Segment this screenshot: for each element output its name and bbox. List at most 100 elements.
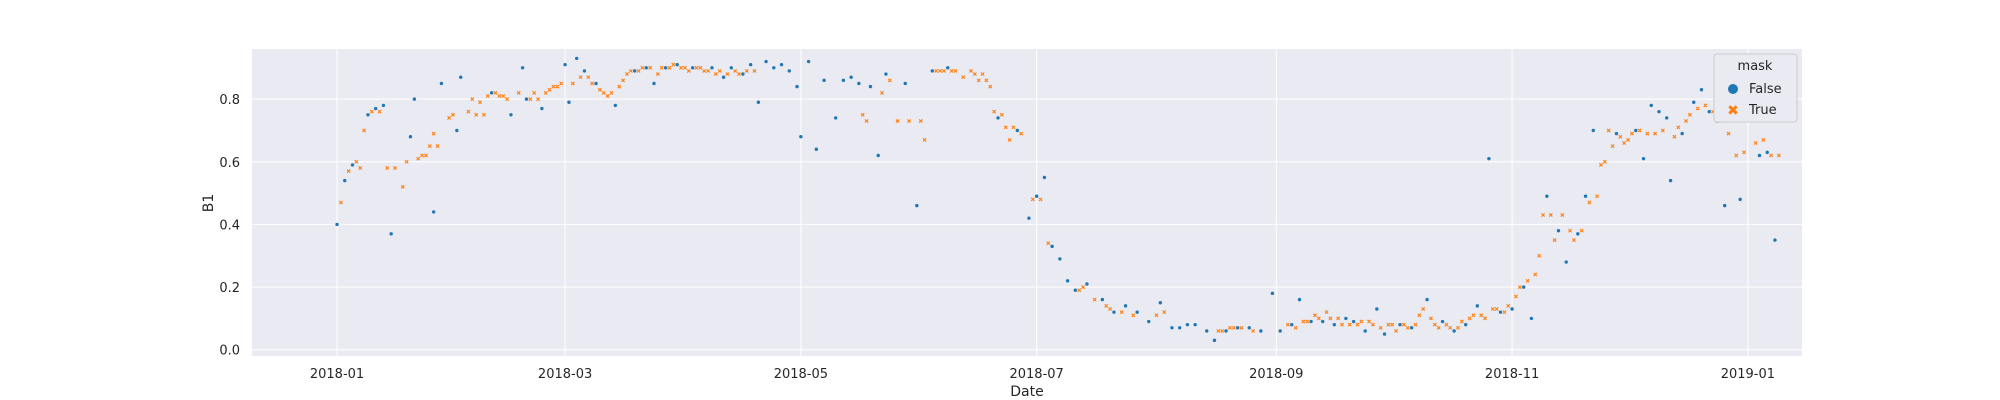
legend-box bbox=[1713, 53, 1798, 123]
data-point-true bbox=[744, 68, 749, 73]
data-point-true bbox=[1119, 310, 1124, 315]
data-point-false bbox=[574, 56, 579, 61]
data-point-true bbox=[1316, 316, 1321, 321]
data-point-true bbox=[679, 65, 684, 70]
x-tick-label: 2018-11 bbox=[1485, 367, 1539, 382]
data-point-false bbox=[1707, 109, 1711, 114]
data-point-false bbox=[1583, 194, 1588, 198]
data-point-true bbox=[938, 68, 943, 73]
data-point-true bbox=[671, 62, 676, 67]
data-point-false bbox=[350, 163, 355, 167]
data-point-true bbox=[1490, 307, 1495, 311]
data-point-false bbox=[1224, 329, 1228, 333]
data-point-false bbox=[915, 203, 919, 208]
data-point-true bbox=[648, 65, 653, 70]
data-point-false bbox=[1034, 194, 1039, 198]
data-point-false bbox=[412, 97, 417, 101]
data-point-true bbox=[1684, 119, 1689, 124]
data-point-false bbox=[520, 66, 525, 70]
data-point-true bbox=[536, 97, 541, 102]
data-point-true bbox=[516, 90, 521, 95]
data-point-true bbox=[1231, 325, 1236, 330]
data-point-true bbox=[659, 65, 664, 70]
data-point-true bbox=[1502, 310, 1507, 315]
data-point-true bbox=[621, 78, 626, 83]
data-point-true bbox=[485, 94, 490, 98]
data-point-false bbox=[996, 116, 1000, 120]
data-point-false bbox=[1212, 338, 1217, 343]
data-point-false bbox=[1177, 326, 1182, 330]
data-point-false bbox=[1042, 175, 1047, 180]
data-point-false bbox=[1440, 319, 1445, 324]
data-point-true bbox=[725, 72, 730, 77]
data-point-false bbox=[1278, 329, 1282, 333]
data-point-true bbox=[706, 68, 711, 73]
data-point-true bbox=[1587, 200, 1592, 205]
data-point-true bbox=[470, 97, 475, 102]
data-point-true bbox=[427, 144, 432, 149]
data-point-true bbox=[1525, 278, 1530, 283]
data-point-true bbox=[1405, 325, 1410, 330]
data-point-true bbox=[1370, 322, 1375, 327]
data-point-true bbox=[698, 65, 703, 70]
data-point-true bbox=[532, 90, 537, 95]
data-point-true bbox=[1676, 125, 1681, 130]
data-point-true bbox=[501, 94, 506, 98]
data-point-false bbox=[644, 66, 648, 70]
data-point-false bbox=[1382, 332, 1387, 336]
data-point-false bbox=[857, 81, 861, 86]
data-point-false bbox=[1614, 131, 1619, 136]
data-point-true bbox=[1367, 319, 1372, 324]
data-point-true bbox=[555, 84, 560, 89]
data-point-false bbox=[1699, 88, 1704, 92]
data-point-true bbox=[686, 68, 691, 73]
data-point-true bbox=[1154, 313, 1159, 318]
data-point-false bbox=[652, 81, 656, 86]
data-point-true bbox=[752, 68, 757, 73]
data-point-true bbox=[1077, 288, 1082, 293]
data-point-false bbox=[1564, 260, 1568, 264]
data-point-false bbox=[381, 103, 386, 108]
data-point-false bbox=[459, 75, 463, 79]
data-point-false bbox=[868, 84, 873, 89]
data-point-false bbox=[1247, 326, 1251, 330]
data-point-true bbox=[451, 112, 455, 117]
data-point-true bbox=[922, 137, 927, 142]
data-point-true bbox=[1038, 197, 1043, 202]
data-point-false bbox=[729, 66, 734, 70]
data-point-true bbox=[1003, 125, 1008, 130]
data-point-false bbox=[799, 135, 803, 139]
data-point-true bbox=[1776, 153, 1781, 158]
data-point-true bbox=[667, 65, 672, 70]
data-point-false bbox=[764, 59, 768, 64]
data-point-false bbox=[1170, 326, 1174, 330]
data-point-true bbox=[1517, 285, 1522, 290]
data-point-true bbox=[1019, 131, 1024, 136]
data-point-true bbox=[1548, 213, 1553, 218]
data-point-true bbox=[505, 97, 510, 102]
data-point-false bbox=[632, 69, 637, 73]
data-point-false bbox=[1073, 288, 1078, 292]
data-point-true bbox=[617, 84, 622, 89]
data-point-false bbox=[795, 84, 799, 89]
data-point-true bbox=[1293, 325, 1298, 330]
data-point-true bbox=[624, 72, 629, 77]
data-point-true bbox=[1421, 307, 1426, 311]
data-point-true bbox=[1602, 159, 1607, 164]
data-point-true bbox=[1336, 316, 1341, 321]
data-point-false bbox=[806, 59, 811, 64]
data-point-true bbox=[1687, 112, 1692, 117]
data-point-true bbox=[628, 68, 633, 73]
legend-label-true: True bbox=[1748, 103, 1777, 118]
data-point-true bbox=[717, 68, 722, 73]
data-point-false bbox=[663, 66, 668, 70]
data-point-true bbox=[474, 112, 479, 117]
data-point-false bbox=[1290, 322, 1294, 327]
data-point-true bbox=[1081, 285, 1086, 290]
x-tick-label: 2018-07 bbox=[1009, 367, 1063, 382]
data-point-false bbox=[613, 103, 618, 108]
data-point-false bbox=[1398, 322, 1402, 327]
legend-title: mask bbox=[1738, 59, 1773, 74]
data-point-false bbox=[1409, 326, 1414, 330]
data-point-false bbox=[1135, 310, 1139, 314]
